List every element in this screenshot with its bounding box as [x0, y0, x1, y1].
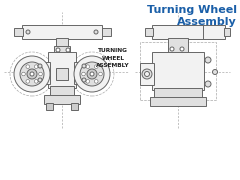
- Bar: [168, 38, 188, 54]
- Bar: [145, 28, 153, 36]
- Circle shape: [205, 81, 211, 87]
- Bar: [150, 97, 206, 106]
- Bar: [44, 95, 80, 104]
- Circle shape: [27, 69, 37, 79]
- Circle shape: [35, 80, 38, 83]
- Circle shape: [26, 65, 30, 68]
- Text: Turning Wheel
Assembly: Turning Wheel Assembly: [147, 5, 237, 27]
- Circle shape: [82, 64, 86, 68]
- Circle shape: [86, 65, 90, 68]
- Circle shape: [87, 69, 97, 79]
- Circle shape: [170, 47, 174, 51]
- Circle shape: [14, 56, 50, 92]
- Circle shape: [205, 57, 211, 63]
- Circle shape: [82, 78, 86, 82]
- Circle shape: [26, 30, 30, 34]
- Bar: [140, 42, 216, 100]
- Circle shape: [66, 48, 70, 52]
- Bar: [56, 38, 68, 47]
- Bar: [36, 62, 50, 84]
- Circle shape: [38, 64, 42, 68]
- Circle shape: [20, 62, 44, 86]
- Circle shape: [86, 80, 90, 83]
- Circle shape: [35, 65, 38, 68]
- Bar: [56, 68, 68, 80]
- Bar: [71, 103, 78, 110]
- Circle shape: [94, 30, 98, 34]
- Circle shape: [95, 80, 98, 83]
- Text: TURNING
WHEEL
ASSEMBLY: TURNING WHEEL ASSEMBLY: [96, 48, 130, 68]
- Circle shape: [99, 72, 102, 76]
- Bar: [102, 28, 111, 36]
- Circle shape: [95, 65, 98, 68]
- Circle shape: [74, 56, 110, 92]
- Bar: [224, 28, 230, 36]
- Circle shape: [82, 72, 85, 76]
- Bar: [22, 25, 102, 39]
- Bar: [152, 52, 204, 90]
- Circle shape: [56, 48, 60, 52]
- Bar: [140, 63, 154, 85]
- Bar: [14, 28, 23, 36]
- Bar: [54, 46, 70, 54]
- Circle shape: [38, 78, 42, 82]
- Circle shape: [180, 47, 184, 51]
- Circle shape: [22, 72, 25, 76]
- Bar: [50, 86, 74, 96]
- Bar: [203, 25, 225, 39]
- Circle shape: [142, 69, 152, 79]
- Circle shape: [39, 72, 42, 76]
- Bar: [74, 62, 88, 84]
- Bar: [154, 88, 202, 98]
- Circle shape: [90, 72, 94, 76]
- Bar: [48, 52, 76, 88]
- Circle shape: [30, 72, 34, 76]
- Circle shape: [212, 69, 217, 75]
- Bar: [46, 103, 53, 110]
- Circle shape: [144, 71, 150, 76]
- Circle shape: [80, 62, 104, 86]
- Circle shape: [26, 80, 30, 83]
- Bar: [152, 25, 204, 39]
